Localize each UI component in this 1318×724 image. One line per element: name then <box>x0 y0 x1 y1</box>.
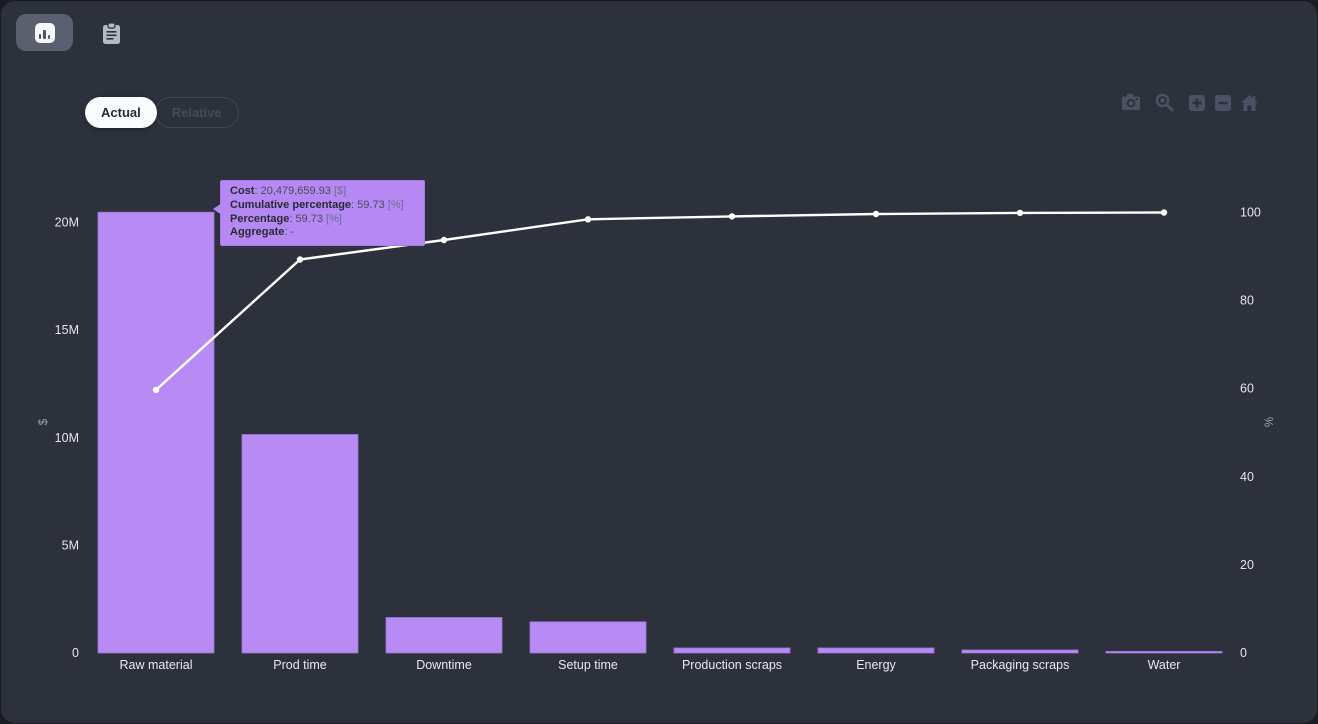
clipboard-icon <box>101 22 123 49</box>
x-axis-label: Prod time <box>273 658 327 672</box>
cumulative-point-prod-time[interactable] <box>296 256 304 263</box>
right-axis-tick: 60 <box>1240 382 1254 396</box>
x-axis-label: Downtime <box>416 658 472 672</box>
cumulative-point-water[interactable] <box>1160 209 1168 216</box>
bar-packaging-scraps[interactable] <box>961 649 1079 654</box>
tooltip-row: Cumulative percentage: 59.73 [%] <box>230 198 404 211</box>
bar-prod-time[interactable] <box>241 434 359 654</box>
left-axis-tick: 10M <box>55 431 79 445</box>
left-axis-title: $ <box>38 418 50 425</box>
bar-energy[interactable] <box>817 647 935 654</box>
x-axis-label: Production scraps <box>682 658 782 672</box>
bar-production-scraps[interactable] <box>673 647 791 654</box>
x-axis-label: Energy <box>856 658 896 672</box>
bar-raw-material[interactable] <box>97 211 215 654</box>
left-axis-tick: 0 <box>72 646 79 660</box>
cumulative-line <box>155 211 1165 391</box>
home-reset-icon[interactable] <box>1240 93 1259 112</box>
right-axis-tick: 80 <box>1240 294 1254 308</box>
x-axis-label: Setup time <box>558 658 618 672</box>
bar-setup-time[interactable] <box>529 621 647 654</box>
tooltip-row: Aggregate: - <box>230 226 295 239</box>
chart-modebar <box>1121 93 1259 112</box>
cumulative-point-downtime[interactable] <box>440 236 448 244</box>
right-axis-tick: 20 <box>1240 558 1254 572</box>
hover-tooltip: Cost: 20,479,659.93 [$] Cumulative percen… <box>213 180 425 247</box>
tooltip-row: Cost: 20,479,659.93 [$] <box>230 185 347 197</box>
right-axis-tick: 40 <box>1240 470 1254 484</box>
bar-water[interactable] <box>1105 651 1223 654</box>
cumulative-point-energy[interactable] <box>872 210 880 218</box>
x-axis-label: Packaging scraps <box>971 658 1070 672</box>
zoom-icon[interactable] <box>1155 93 1174 112</box>
chart-view-tab[interactable] <box>16 14 73 51</box>
left-axis-tick: 15M <box>55 323 79 337</box>
right-axis-tick: 0 <box>1240 646 1247 660</box>
report-view-tab[interactable] <box>101 22 123 46</box>
bar-chart-icon <box>34 22 55 43</box>
bar-downtime[interactable] <box>385 617 503 654</box>
x-axis-label: Raw material <box>120 658 193 672</box>
right-axis-title: % <box>1264 417 1276 427</box>
actual-toggle-button[interactable]: Actual <box>85 97 157 128</box>
x-axis-label: Water <box>1148 658 1181 672</box>
camera-download-icon[interactable] <box>1121 93 1141 112</box>
cumulative-point-setup-time[interactable] <box>584 216 592 223</box>
mode-toggle: Actual Relative <box>85 97 239 128</box>
zoom-in-icon[interactable] <box>1188 93 1206 112</box>
cumulative-point-raw-material[interactable] <box>152 386 160 394</box>
zoom-out-icon[interactable] <box>1214 93 1232 112</box>
tooltip-row: Percentage: 59.73 [%] <box>230 212 342 225</box>
right-axis-tick: 100 <box>1240 206 1261 220</box>
relative-toggle-button[interactable]: Relative <box>154 97 239 128</box>
cumulative-point-production-scraps[interactable] <box>728 213 736 220</box>
cumulative-point-packaging-scraps[interactable] <box>1016 209 1024 217</box>
left-axis-tick: 20M <box>55 216 79 230</box>
left-axis-tick: 5M <box>62 538 79 552</box>
